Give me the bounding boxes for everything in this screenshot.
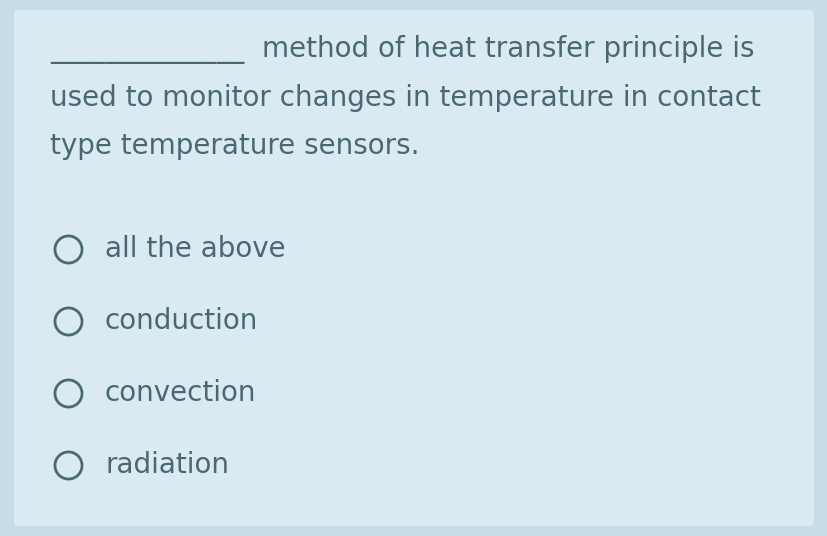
Text: convection: convection: [105, 379, 256, 407]
FancyBboxPatch shape: [14, 10, 813, 526]
Text: all the above: all the above: [105, 235, 285, 263]
Text: type temperature sensors.: type temperature sensors.: [50, 132, 419, 160]
Text: ______________  method of heat transfer principle is: ______________ method of heat transfer p…: [50, 35, 753, 64]
Text: used to monitor changes in temperature in contact: used to monitor changes in temperature i…: [50, 84, 760, 112]
Text: radiation: radiation: [105, 451, 229, 479]
Text: conduction: conduction: [105, 307, 258, 335]
